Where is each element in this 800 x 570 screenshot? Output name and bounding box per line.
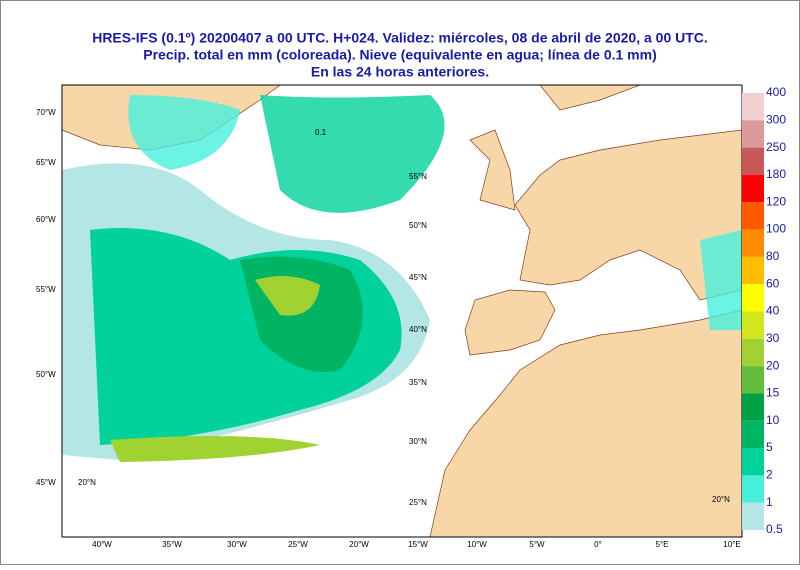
legend-swatch bbox=[742, 229, 764, 257]
bottom-label: 10°E bbox=[723, 540, 740, 549]
left-label: 65°W bbox=[36, 158, 56, 167]
legend-swatch bbox=[742, 147, 764, 175]
bottom-label: 5°E bbox=[656, 540, 669, 549]
lat-label: 20°N bbox=[712, 495, 730, 504]
legend-label: 80 bbox=[766, 249, 780, 263]
legend-swatch bbox=[742, 256, 764, 285]
legend-label: 120 bbox=[766, 194, 786, 208]
bottom-label: 40°W bbox=[92, 540, 112, 549]
lat-label: 45°N bbox=[409, 273, 427, 282]
map bbox=[61, 84, 743, 538]
legend: 400 300 250 180 120 100 80 60 40 30 20 15 10 5 2 1 0.5 bbox=[742, 85, 786, 536]
legend-label: 0.5 bbox=[766, 522, 783, 536]
legend-label: 100 bbox=[766, 222, 786, 236]
left-label: 45°W bbox=[36, 478, 56, 487]
bottom-label: 20°W bbox=[349, 540, 369, 549]
legend-label: 10 bbox=[766, 413, 780, 427]
bottom-label: 35°W bbox=[162, 540, 182, 549]
legend-swatch bbox=[742, 284, 764, 312]
legend-label: 5 bbox=[766, 440, 773, 454]
legend-label: 180 bbox=[766, 167, 786, 181]
legend-swatch bbox=[742, 366, 764, 394]
bottom-label: 0° bbox=[594, 540, 602, 549]
legend-label: 20 bbox=[766, 358, 780, 372]
legend-label: 300 bbox=[766, 112, 786, 126]
bottom-label: 25°W bbox=[288, 540, 308, 549]
lat-label: 30°N bbox=[409, 437, 427, 446]
legend-label: 1 bbox=[766, 495, 773, 509]
left-label: 55°W bbox=[36, 285, 56, 294]
title: HRES-IFS (0.1º) 20200407 a 00 UTC. H+024… bbox=[92, 30, 708, 46]
bottom-label: 15°W bbox=[408, 540, 428, 549]
bottom-label: 30°W bbox=[227, 540, 247, 549]
graticule: 70°W 65°W 60°W 55°W 50°W 45°W 40°W 35°W 30°W 25°W… bbox=[36, 108, 741, 549]
legend-swatch bbox=[742, 502, 764, 530]
left-label: 70°W bbox=[36, 108, 56, 117]
legend-label: 60 bbox=[766, 276, 780, 290]
legend-swatch bbox=[742, 338, 764, 367]
lat-label: 25°N bbox=[409, 498, 427, 507]
legend-swatch bbox=[742, 202, 764, 230]
legend-label: 30 bbox=[766, 331, 780, 345]
legend-label: 250 bbox=[766, 140, 786, 154]
legend-label: 2 bbox=[766, 468, 773, 482]
lat-label: 40°N bbox=[409, 325, 427, 334]
legend-swatch bbox=[742, 174, 764, 203]
legend-swatch bbox=[742, 475, 764, 503]
left-label: 60°W bbox=[36, 215, 56, 224]
lat-label: 50°N bbox=[409, 221, 427, 230]
bottom-label: 10°W bbox=[467, 540, 487, 549]
legend-swatch bbox=[742, 311, 764, 339]
subtitle: En las 24 horas anteriores. bbox=[311, 64, 489, 80]
left-label: 50°W bbox=[36, 370, 56, 379]
contour-label: 0.1 bbox=[315, 128, 327, 137]
lat-label: 35°N bbox=[409, 378, 427, 387]
subtitle: Precip. total en mm (coloreada). Nieve (… bbox=[143, 47, 657, 63]
legend-label: 40 bbox=[766, 304, 780, 318]
legend-label: 400 bbox=[766, 85, 786, 99]
lat-label: 20°N bbox=[78, 478, 96, 487]
legend-swatch bbox=[742, 120, 764, 148]
legend-label: 15 bbox=[766, 386, 780, 400]
legend-swatch bbox=[742, 420, 764, 449]
legend-swatch bbox=[742, 448, 764, 476]
legend-swatch bbox=[742, 93, 764, 121]
legend-swatch bbox=[742, 393, 764, 421]
bottom-label: 5°W bbox=[529, 540, 545, 549]
lat-label: 55°N bbox=[409, 172, 427, 181]
